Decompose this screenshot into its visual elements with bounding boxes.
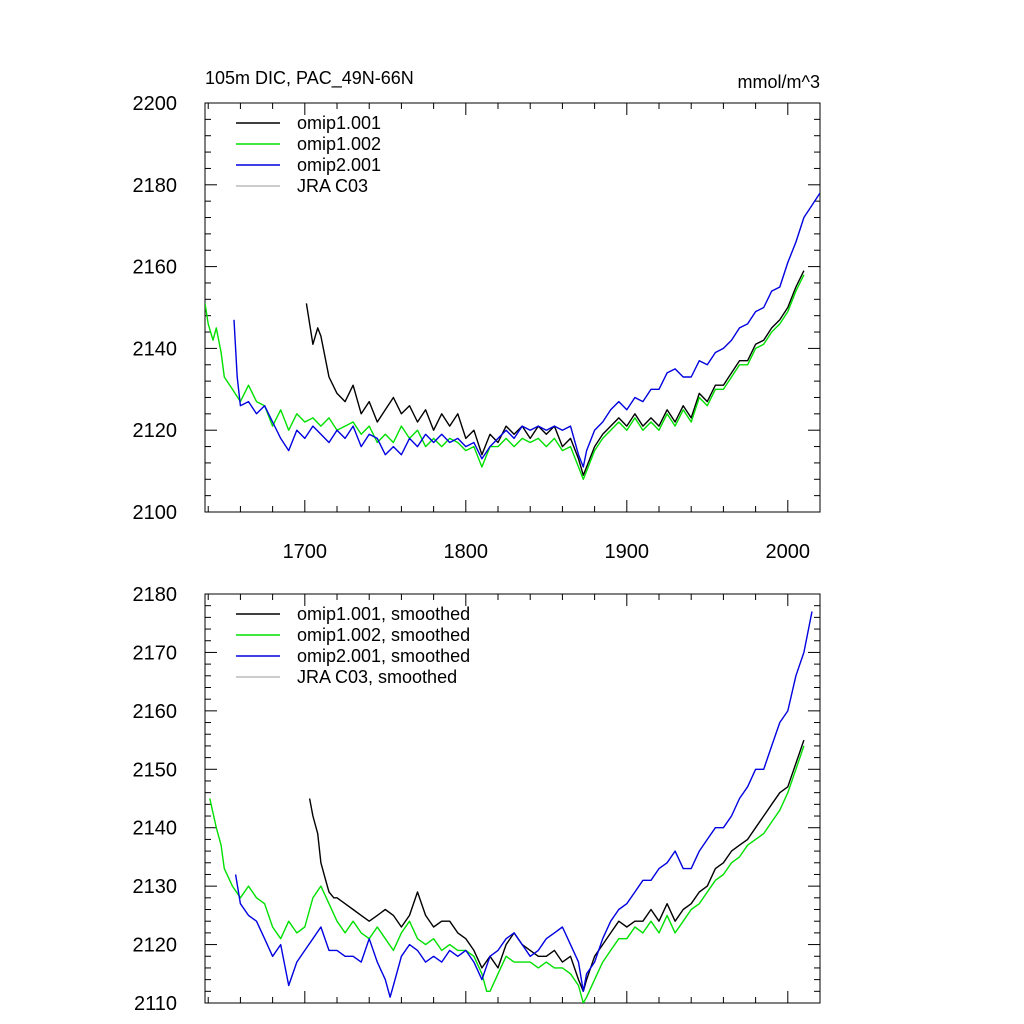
y-tick-label: 2100 — [133, 502, 178, 524]
y-tick-label: 2110 — [134, 993, 177, 1015]
y-tick-label: 2180 — [133, 175, 178, 197]
legend-label: JRA C03 — [297, 176, 368, 196]
legend-label: omip2.001, smoothed — [297, 646, 470, 666]
y-tick-label: 2120 — [133, 935, 178, 957]
series-line-3 — [233, 192, 820, 468]
x-tick-label: 1800 — [444, 541, 489, 563]
series-line-2 — [209, 745, 805, 1003]
legend-label: omip1.002 — [297, 134, 381, 154]
y-tick-label: 2130 — [133, 876, 178, 898]
legend-label: omip2.001 — [297, 155, 381, 175]
chart-title: 105m DIC, PAC_49N-66N — [205, 68, 414, 89]
x-tick-label: 1900 — [605, 541, 650, 563]
x-tick-label: 2000 — [766, 541, 811, 563]
x-tick-label: 1700 — [283, 541, 328, 563]
y-tick-label: 2120 — [133, 420, 178, 442]
top-panel: 2100 2120 2140 2160 2180 2200 1700 1800 1900 2000… — [133, 93, 821, 563]
y-tick-label: 2170 — [133, 642, 178, 664]
legend-label: omip1.001 — [297, 113, 381, 133]
bottom-panel: 2110 2120 2130 2140 2150 2160 2170 2180 omip1.00… — [133, 584, 821, 1015]
legend-label: omip1.002, smoothed — [297, 625, 470, 645]
series-line-2 — [205, 274, 805, 480]
legend-label: omip1.001, smoothed — [297, 604, 470, 624]
y-tick-label: 2180 — [133, 584, 178, 606]
plot-frame — [204, 593, 821, 1004]
y-tick-label: 2140 — [133, 338, 178, 360]
series-line-1 — [308, 739, 805, 992]
series-line-3 — [234, 611, 813, 998]
y-tick-label: 2160 — [133, 257, 178, 279]
y-tick-label: 2140 — [133, 818, 178, 840]
y-tick-label: 2160 — [133, 701, 178, 723]
y-tick-label: 2200 — [133, 93, 178, 115]
legend-label: JRA C03, smoothed — [297, 667, 457, 687]
units-label: mmol/m^3 — [738, 72, 820, 92]
y-tick-label: 2150 — [133, 759, 178, 781]
